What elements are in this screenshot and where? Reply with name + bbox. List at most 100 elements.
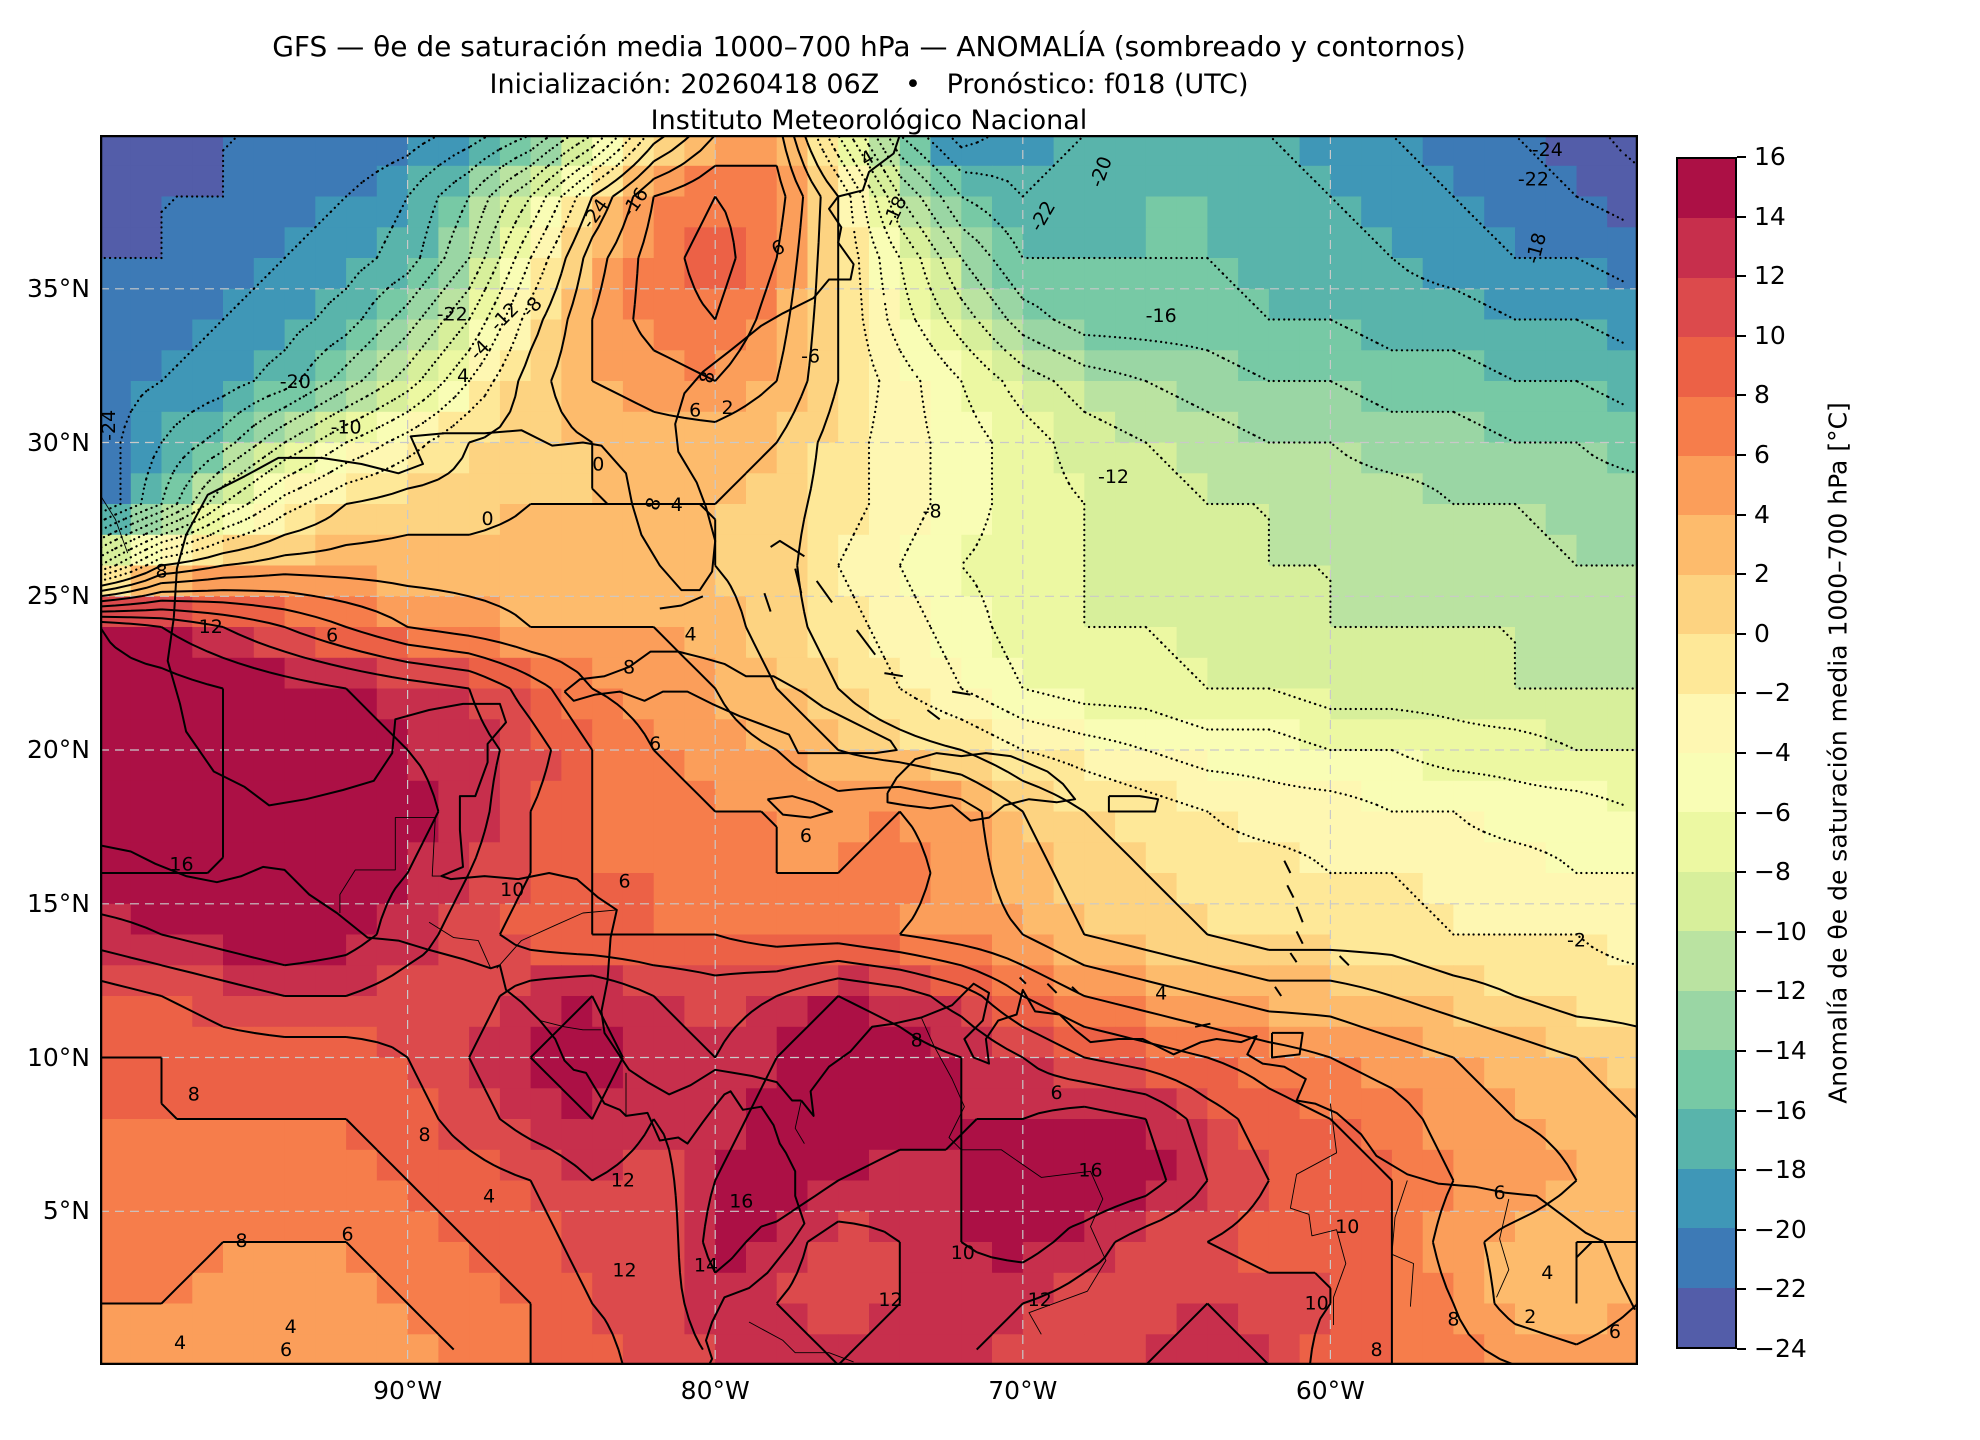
contour-label: 8 [1447, 1309, 1459, 1331]
lat-tick-label: 25°N [26, 581, 90, 611]
colorbar-tick-mark [1737, 1109, 1746, 1112]
page-title: GFS — θe de saturación media 1000–700 hP… [272, 30, 1466, 63]
contour-label: 6 [649, 733, 661, 755]
colorbar-tick-label: 0 [1754, 618, 1770, 648]
colorbar-tick-label: −6 [1754, 797, 1791, 827]
colorbar-tick-label: 16 [1754, 142, 1786, 171]
contour-label: 4 [483, 1186, 495, 1208]
map-frame [100, 135, 1638, 1365]
colorbar-segment [1678, 574, 1735, 635]
colorbar-tick-label: 8 [1754, 380, 1770, 410]
colorbar-tick-mark [1737, 334, 1746, 337]
contour-label: 8 [911, 1029, 923, 1051]
contour-label: 6 [342, 1224, 354, 1246]
colorbar-tick-label: −2 [1754, 678, 1791, 708]
colorbar-segment [1678, 1287, 1735, 1348]
contour-label: 12 [611, 1170, 635, 1192]
contour-label: 12 [199, 616, 223, 638]
colorbar-tick-label: −14 [1754, 1036, 1807, 1065]
colorbar-tick-mark [1737, 275, 1746, 278]
contour-label: -2 [1567, 930, 1586, 952]
map-plot: -22 -20 -10 -24 -16 -12 -8 -4 4 4 6 2 6 8 8 -18 -22 -20 -2… [100, 135, 1638, 1365]
colorbar-segment [1678, 277, 1735, 338]
contour-label: 4 [1541, 1262, 1553, 1284]
contour-label: 16 [169, 853, 193, 875]
colorbar-tick-label: −4 [1754, 738, 1791, 767]
contour-label: -22 [1518, 168, 1549, 190]
colorbar-tick-mark [1737, 692, 1746, 695]
lon-tick-label: 80°W [680, 1376, 750, 1405]
colorbar-tick-label: −10 [1754, 916, 1807, 946]
contour-label: 12 [612, 1259, 636, 1281]
colorbar-segment [1678, 693, 1735, 754]
contour-label: 6 [326, 625, 338, 647]
colorbar-tick-label: 12 [1754, 261, 1786, 291]
contour-label: 0 [482, 508, 494, 530]
colorbar-tick-mark [1737, 513, 1746, 516]
lon-tick-label: 90°W [373, 1376, 443, 1405]
lat-tick-label: 35°N [26, 273, 90, 303]
colorbar-tick-label: −18 [1754, 1155, 1807, 1185]
contour-label: -16 [1146, 305, 1177, 327]
contour-label: 4 [285, 1316, 297, 1338]
colorbar-segment [1678, 1168, 1735, 1229]
colorbar-segment [1678, 456, 1735, 516]
colorbar-tick-mark [1737, 632, 1746, 635]
colorbar-tick-mark [1737, 990, 1746, 993]
contour-label: 8 [235, 1230, 247, 1252]
colorbar-segment [1678, 634, 1735, 695]
country-borders [100, 494, 1510, 1363]
contour-label: 4 [685, 623, 697, 645]
contour-label: 8 [1370, 1339, 1382, 1361]
colorbar-segment [1678, 515, 1735, 576]
contour-label: 6 [800, 825, 812, 847]
colorbar-tick-label: 2 [1754, 559, 1770, 589]
colorbar-segment [1678, 871, 1735, 932]
lon-tick-label: 70°W [988, 1376, 1058, 1405]
colorbar-tick-mark [1737, 454, 1746, 456]
colorbar-tick-mark [1737, 215, 1746, 218]
contour-label: 10 [1335, 1216, 1359, 1238]
page-subtitle: Inicialización: 20260418 06Z • Pronóstic… [489, 69, 1249, 100]
lon-tick-label: 60°W [1295, 1376, 1365, 1405]
colorbar-tick-label: 10 [1754, 320, 1786, 350]
contour-label: 4 [1155, 983, 1167, 1005]
colorbar-tick-label: −12 [1754, 976, 1807, 1006]
colorbar-tick-mark [1737, 1050, 1746, 1052]
colorbar-segment [1678, 159, 1735, 219]
contour-label: 6 [1609, 1321, 1621, 1343]
colorbar-tick-mark [1737, 930, 1746, 933]
contour-label: 6 [1051, 1082, 1063, 1104]
contour-label: 4 [174, 1332, 186, 1354]
contour-label: -22 [437, 304, 468, 326]
lat-tick-label: 20°N [26, 735, 90, 764]
colorbar-tick-label: 6 [1754, 440, 1770, 469]
contour-label: 16 [729, 1190, 753, 1212]
colorbar-tick-label: −22 [1754, 1274, 1807, 1304]
colorbar-tick-label: 4 [1754, 499, 1770, 529]
lat-tick-label: 10°N [26, 1042, 90, 1072]
colorbar-tick-mark [1737, 156, 1746, 158]
contour-label: 4 [457, 365, 469, 387]
contour-label: 8 [623, 657, 635, 679]
colorbar-label: Anomalía de θe de saturación media 1000–… [1823, 402, 1853, 1104]
contour-label: -10 [331, 417, 362, 439]
contour-label: 8 [418, 1124, 430, 1146]
colorbar-segment [1678, 218, 1735, 279]
colorbar-tick-mark [1737, 394, 1746, 397]
coastlines [100, 135, 1636, 1365]
colorbar-segment [1678, 1050, 1735, 1110]
colorbar-tick-mark [1737, 871, 1746, 874]
colorbar-segment [1678, 753, 1735, 813]
colorbar-tick-label: 14 [1754, 201, 1786, 231]
contour-label: 12 [1028, 1289, 1052, 1311]
contour-label: 10 [1305, 1293, 1329, 1315]
contour-label: -8 [923, 500, 942, 522]
colorbar-tick-mark [1737, 1228, 1746, 1231]
colorbar-tick-mark [1737, 1169, 1746, 1172]
contour-label: 6 [618, 871, 630, 893]
colorbar-tick-mark [1737, 1348, 1746, 1350]
colorbar-tick-mark [1737, 1288, 1746, 1291]
colorbar-tick-label: −16 [1754, 1095, 1807, 1125]
